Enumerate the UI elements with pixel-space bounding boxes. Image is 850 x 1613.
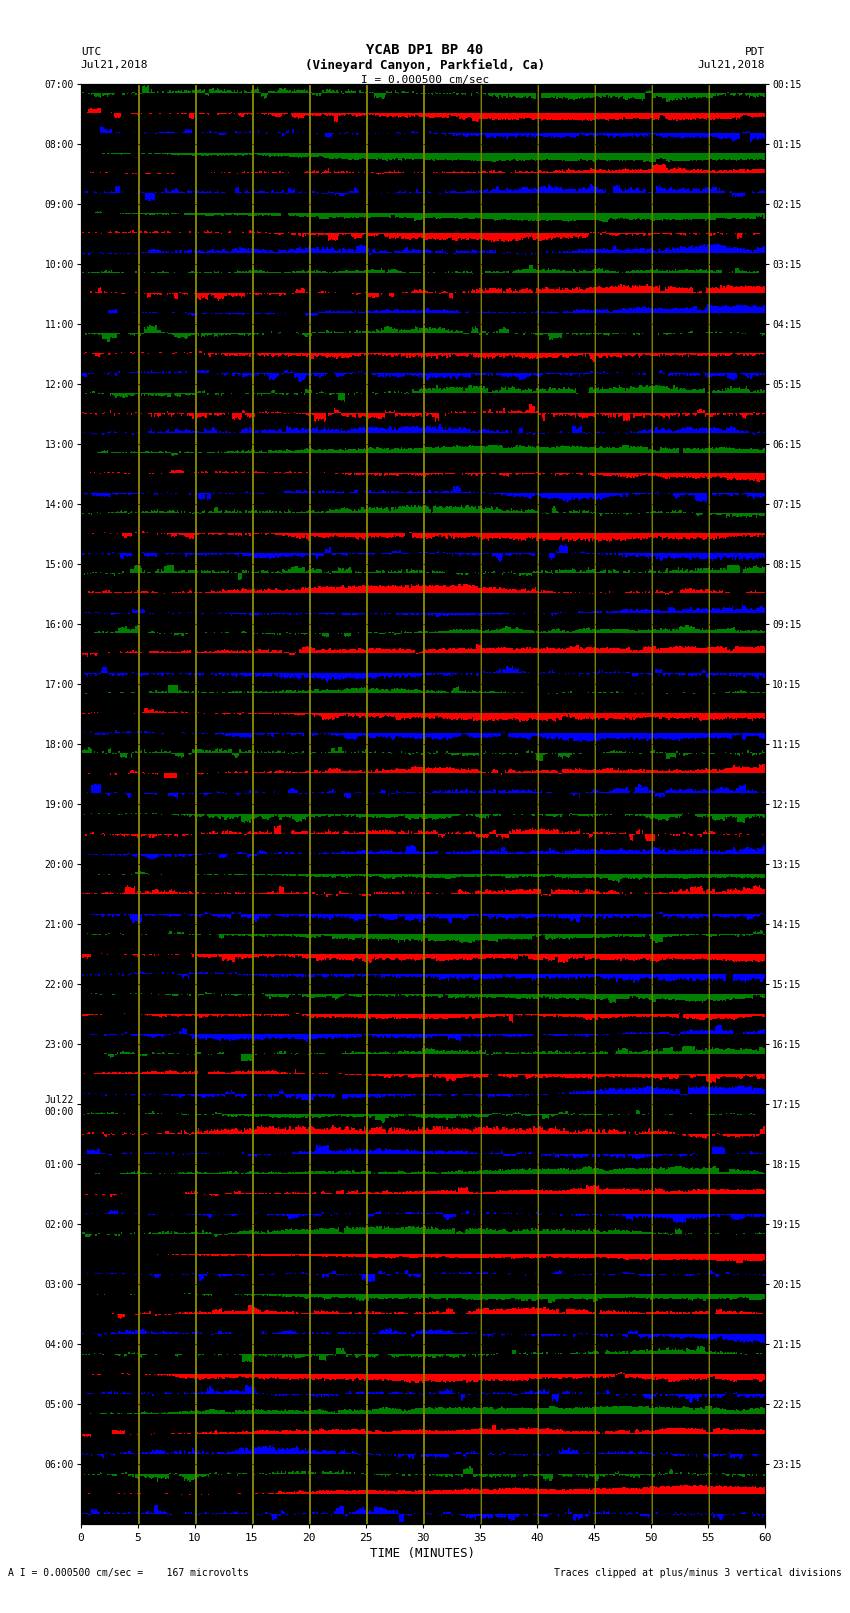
Text: Traces clipped at plus/minus 3 vertical divisions: Traces clipped at plus/minus 3 vertical … — [553, 1568, 842, 1578]
X-axis label: TIME (MINUTES): TIME (MINUTES) — [371, 1547, 475, 1560]
Text: YCAB DP1 BP 40: YCAB DP1 BP 40 — [366, 44, 484, 58]
Text: I = 0.000500 cm/sec: I = 0.000500 cm/sec — [361, 74, 489, 84]
Text: A I = 0.000500 cm/sec =    167 microvolts: A I = 0.000500 cm/sec = 167 microvolts — [8, 1568, 249, 1578]
Text: Jul21,2018: Jul21,2018 — [698, 60, 765, 71]
Text: (Vineyard Canyon, Parkfield, Ca): (Vineyard Canyon, Parkfield, Ca) — [305, 58, 545, 71]
Text: Jul21,2018: Jul21,2018 — [81, 60, 148, 71]
Text: UTC: UTC — [81, 47, 101, 58]
Text: PDT: PDT — [745, 47, 765, 58]
